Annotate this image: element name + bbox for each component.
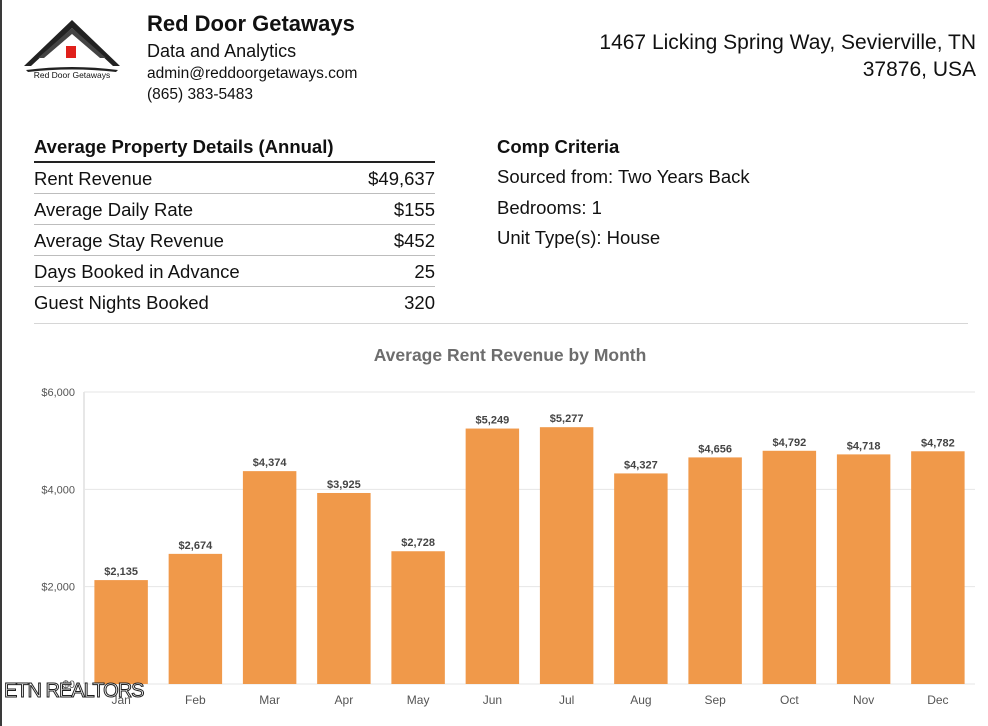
row-value: $155 <box>393 199 435 220</box>
row-label: Average Daily Rate <box>34 199 194 220</box>
bar-oct <box>762 450 817 684</box>
property-details-table: Average Property Details (Annual) Rent R… <box>34 133 435 317</box>
x-tick-label: Sep <box>704 693 726 707</box>
bar-mar <box>242 471 297 684</box>
x-tick-label: Apr <box>335 693 354 707</box>
bar-jul <box>539 427 594 684</box>
criteria-line: Bedrooms: 1 <box>497 196 602 218</box>
y-tick-label: $2,000 <box>41 582 75 594</box>
row-label: Days Booked in Advance <box>34 261 240 282</box>
x-tick-label: Nov <box>853 693 874 707</box>
bar-value-label: $4,782 <box>921 437 955 449</box>
table-row: Rent Revenue $49,637 <box>34 163 435 194</box>
row-label: Guest Nights Booked <box>34 292 209 313</box>
row-value: $49,637 <box>368 168 435 189</box>
y-tick-label: $4,000 <box>41 484 75 496</box>
address-line-1: 1467 Licking Spring Way, Sevierville, TN <box>599 31 976 54</box>
y-tick-label: $6,000 <box>41 387 75 399</box>
property-address: 1467 Licking Spring Way, Sevierville, TN… <box>516 29 976 83</box>
comp-criteria: Comp Criteria Sourced from: Two Years Ba… <box>497 133 957 253</box>
chart-title: Average Rent Revenue by Month <box>373 345 647 365</box>
x-tick-label: May <box>407 693 430 707</box>
details-title: Average Property Details (Annual) <box>34 133 435 163</box>
logo-text: Red Door Getaways <box>33 70 111 80</box>
house-logo-icon <box>24 20 120 72</box>
bar-aug <box>614 473 668 684</box>
bar-value-label: $2,135 <box>104 566 138 578</box>
row-value: 25 <box>414 261 435 282</box>
watermark-text: ETN REALTORS <box>4 680 146 703</box>
bar-nov <box>836 454 891 684</box>
address-line-2: 37876, USA <box>862 58 976 81</box>
bar-value-label: $5,277 <box>550 413 584 425</box>
bar-jun <box>465 428 520 684</box>
section-divider <box>34 323 968 324</box>
table-row: Days Booked in Advance 25 <box>34 256 435 287</box>
bar-may <box>391 551 445 684</box>
table-row: Average Stay Revenue $452 <box>34 225 435 256</box>
page-edge <box>0 0 2 726</box>
company-subtitle: Data and Analytics <box>147 41 297 61</box>
bar-feb <box>168 553 223 684</box>
company-name: Red Door Getaways <box>147 11 355 36</box>
row-value: $452 <box>393 230 435 251</box>
x-tick-label: Dec <box>927 693 948 707</box>
x-tick-label: Mar <box>259 693 280 707</box>
company-info: Red Door Getaways Data and Analytics adm… <box>147 11 357 105</box>
table-row: Average Daily Rate $155 <box>34 194 435 225</box>
bar-value-label: $2,674 <box>179 540 214 552</box>
bar-value-label: $5,249 <box>476 415 510 427</box>
revenue-bar-chart: $0 $2,000 $4,000 $6,000 $2,135 Jan $2,674 Feb $4… <box>41 387 975 707</box>
bar-jan <box>94 580 148 684</box>
x-tick-label: Jun <box>483 693 502 707</box>
bar-value-label: $4,327 <box>624 459 658 471</box>
x-tick-label: Aug <box>630 693 651 707</box>
bar-value-label: $4,374 <box>253 457 288 469</box>
criteria-line: Unit Type(s): House <box>497 227 661 248</box>
bar-value-label: $4,792 <box>773 437 807 449</box>
x-tick-label: Jul <box>559 693 574 707</box>
company-email[interactable]: admin@reddoorgetaways.com <box>147 65 358 82</box>
y-tick-label: $0 <box>63 679 75 691</box>
bar-value-label: $4,718 <box>847 440 881 452</box>
x-tick-label: Feb <box>185 693 206 707</box>
bar-value-label: $4,656 <box>698 443 732 455</box>
table-row: Guest Nights Booked 320 <box>34 287 435 317</box>
bar-value-label: $2,728 <box>401 537 435 549</box>
row-label: Average Stay Revenue <box>34 230 224 251</box>
criteria-line: Sourced from: Two Years Back <box>497 166 750 187</box>
bar-value-label: $3,925 <box>327 479 361 491</box>
criteria-title: Comp Criteria <box>497 136 620 157</box>
row-value: 320 <box>404 292 435 313</box>
bar-sep <box>688 457 742 684</box>
row-label: Rent Revenue <box>34 168 153 189</box>
bar-dec <box>911 451 965 684</box>
x-tick-label: Jan <box>111 693 130 707</box>
company-phone[interactable]: (865) 383-5483 <box>147 86 253 103</box>
bar-apr <box>317 492 371 684</box>
x-tick-label: Oct <box>780 693 799 707</box>
